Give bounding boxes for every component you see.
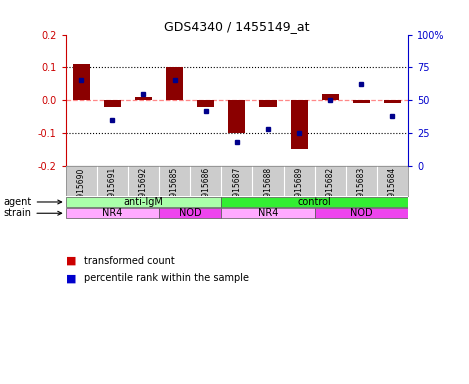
Text: NR4: NR4 [258, 208, 278, 218]
Bar [197, 100, 214, 107]
Bar [384, 100, 401, 103]
Bar [228, 100, 245, 133]
Text: GSM915683: GSM915683 [357, 167, 366, 214]
Bar [353, 100, 370, 103]
Text: NOD: NOD [179, 208, 202, 218]
Text: control: control [298, 197, 332, 207]
Bar [259, 100, 277, 107]
Bar [159, 209, 221, 218]
Text: GSM915687: GSM915687 [232, 167, 242, 214]
Text: GSM915692: GSM915692 [139, 167, 148, 214]
Text: GSM915691: GSM915691 [108, 167, 117, 214]
Bar [166, 67, 183, 100]
Bar [104, 100, 121, 107]
Bar [73, 64, 90, 100]
Text: NR4: NR4 [102, 208, 122, 218]
Text: percentile rank within the sample: percentile rank within the sample [84, 273, 250, 283]
Title: GDS4340 / 1455149_at: GDS4340 / 1455149_at [164, 20, 310, 33]
Bar [135, 97, 152, 100]
Text: GSM915690: GSM915690 [77, 167, 86, 214]
Text: anti-IgM: anti-IgM [123, 197, 163, 207]
Text: GSM915685: GSM915685 [170, 167, 179, 214]
Text: GSM915682: GSM915682 [325, 167, 335, 213]
Text: GSM915684: GSM915684 [388, 167, 397, 214]
Text: ■: ■ [66, 256, 76, 266]
Text: GSM915686: GSM915686 [201, 167, 210, 214]
Bar [322, 94, 339, 100]
Bar [290, 100, 308, 149]
Bar [66, 197, 221, 207]
Text: ■: ■ [66, 273, 76, 283]
Text: strain: strain [3, 208, 61, 218]
Bar [221, 209, 315, 218]
Text: NOD: NOD [350, 208, 373, 218]
Bar [315, 209, 408, 218]
Text: agent: agent [3, 197, 61, 207]
Bar [66, 209, 159, 218]
Text: GSM915689: GSM915689 [295, 167, 303, 214]
Bar [221, 197, 408, 207]
Text: transformed count: transformed count [84, 256, 175, 266]
Text: GSM915688: GSM915688 [264, 167, 272, 213]
